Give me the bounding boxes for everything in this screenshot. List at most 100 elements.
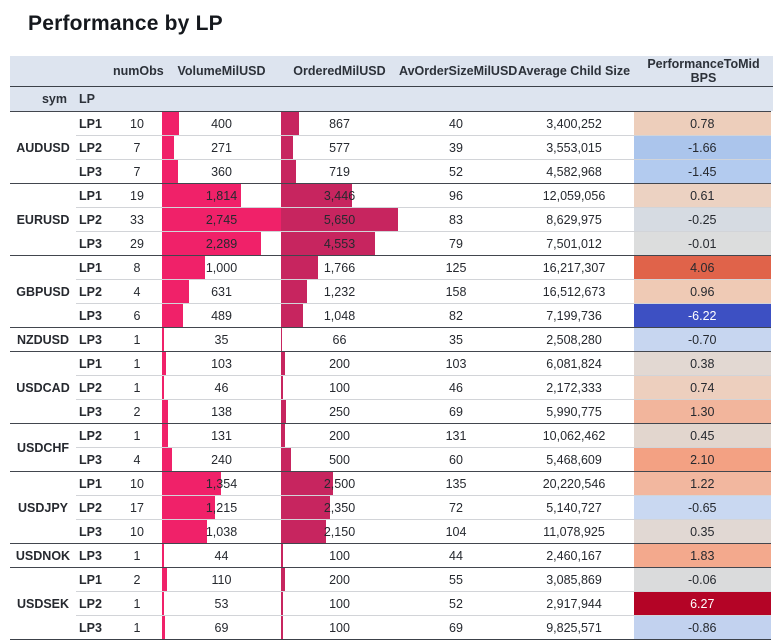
- ordered-bar: [281, 184, 353, 207]
- ordered-bar: [281, 136, 293, 159]
- cell-value: 4,553: [323, 236, 356, 251]
- cell-value: 110: [211, 572, 232, 587]
- avordersize-cell: 35: [449, 332, 463, 347]
- ordered-cell: 100: [281, 376, 398, 400]
- lp-cell: LP2: [79, 140, 102, 155]
- cell-value: 46: [214, 380, 229, 395]
- avordersize-cell: 44: [449, 548, 463, 563]
- cell-value: 100: [329, 380, 350, 395]
- ordered-bar: [281, 400, 287, 423]
- cell-value: 131: [211, 428, 232, 443]
- numobs-cell: 1: [133, 332, 141, 347]
- numobs-cell: 2: [133, 404, 141, 419]
- cell-value: 200: [329, 572, 350, 587]
- lp-cell: LP3: [79, 620, 102, 635]
- ordered-cell: 66: [281, 328, 398, 352]
- column-header-childsize: Average Child Size: [514, 56, 634, 87]
- cell-value: 69: [214, 620, 229, 635]
- performance-cell: 1.83: [634, 543, 775, 568]
- avgchildsize-cell: 9,825,571: [546, 620, 602, 635]
- cell-value: 1,354: [205, 476, 238, 491]
- performance-cell: -0.01: [634, 231, 775, 256]
- cell-value: 250: [329, 404, 350, 419]
- numobs-cell: 8: [133, 260, 141, 275]
- cell-value: 631: [211, 284, 232, 299]
- cell-value: 35: [214, 332, 229, 347]
- ordered-bar: [281, 304, 303, 327]
- volume-bar: [162, 112, 180, 135]
- ordered-bar: [281, 448, 292, 471]
- avgchildsize-cell: 2,508,280: [546, 332, 602, 347]
- cell-value: 100: [329, 596, 350, 611]
- lp-cell: LP3: [79, 308, 102, 323]
- cell-value: 3,446: [323, 188, 356, 203]
- avgchildsize-cell: 8,629,975: [546, 212, 602, 227]
- performance-cell: 0.74: [634, 375, 775, 400]
- cell-value: 200: [329, 428, 350, 443]
- lp-cell: LP3: [79, 548, 102, 563]
- lp-cell: LP2: [79, 428, 102, 443]
- numobs-cell: 17: [130, 500, 144, 515]
- cell-value: 2,150: [323, 524, 356, 539]
- sym-cell: EURUSD: [16, 212, 70, 227]
- lp-cell: LP3: [79, 236, 102, 251]
- avordersize-cell: 131: [445, 428, 467, 443]
- performance-cell: -0.86: [634, 615, 775, 640]
- ordered-bar: [281, 496, 330, 519]
- ordered-cell: 200: [281, 568, 398, 592]
- column-header-avordersize: AvOrderSizeMilUSD: [398, 56, 517, 87]
- lp-cell: LP2: [79, 380, 102, 395]
- cell-value: 1,048: [323, 308, 356, 323]
- lp-cell: LP2: [79, 212, 102, 227]
- table-row: LP3 4 240 500 60 5,468,609 2.10: [10, 447, 775, 472]
- performance-cell: -0.65: [634, 495, 775, 520]
- volume-bar: [162, 328, 164, 351]
- sym-cell: AUDUSD: [16, 140, 70, 155]
- numobs-cell: 1: [133, 428, 141, 443]
- avordersize-cell: 96: [449, 188, 463, 203]
- volume-bar: [162, 424, 168, 447]
- ordered-cell: 5,650: [281, 208, 398, 232]
- ordered-cell: 577: [281, 136, 398, 160]
- avordersize-cell: 158: [445, 284, 467, 299]
- lp-cell: LP1: [79, 476, 102, 491]
- performance-cell: 4.06: [634, 255, 775, 280]
- table-row: NZDUSD LP3 1 35 66 35 2,508,280 -0.70: [10, 327, 775, 352]
- avgchildsize-cell: 5,990,775: [546, 404, 602, 419]
- ordered-bar: [281, 592, 284, 615]
- sym-cell: USDNOK: [15, 548, 71, 563]
- ordered-bar: [281, 208, 398, 231]
- ordered-bar: [281, 328, 283, 351]
- volume-cell: 1,000: [162, 256, 281, 280]
- header-spacer: [112, 86, 773, 112]
- volume-bar: [162, 304, 184, 327]
- ordered-cell: 2,150: [281, 520, 398, 544]
- ordered-cell: 1,232: [281, 280, 398, 304]
- avordersize-cell: 72: [449, 500, 463, 515]
- numobs-cell: 33: [130, 212, 144, 227]
- table-row: USDCAD LP1 1 103 200 103 6,081,824 0.38: [10, 351, 775, 395]
- volume-cell: 489: [162, 304, 281, 328]
- column-header-lp: LP: [76, 86, 112, 112]
- volume-bar: [162, 256, 206, 279]
- avordersize-cell: 69: [449, 620, 463, 635]
- cell-value: 577: [329, 140, 350, 155]
- avgchildsize-cell: 2,460,167: [546, 548, 602, 563]
- lp-cell: LP1: [79, 260, 102, 275]
- volume-cell: 44: [162, 544, 281, 568]
- avgchildsize-cell: 6,081,824: [546, 356, 602, 371]
- ordered-bar: [281, 112, 299, 135]
- numobs-cell: 1: [133, 620, 141, 635]
- cell-value: 400: [211, 116, 232, 131]
- volume-bar: [162, 568, 167, 591]
- table-body: AUDUSD LP1 10 400 867 40 3,400,252 0.78 LP2 7 271 5…: [10, 111, 775, 640]
- sym-cell: USDSEK: [16, 596, 70, 611]
- ordered-cell: 719: [281, 160, 398, 184]
- performance-cell: 2.10: [634, 447, 775, 472]
- numobs-cell: 19: [130, 188, 144, 203]
- numobs-cell: 10: [130, 524, 144, 539]
- avordersize-cell: 46: [449, 380, 463, 395]
- performance-cell: 1.22: [634, 471, 775, 496]
- cell-value: 1,814: [205, 188, 238, 203]
- avgchildsize-cell: 7,501,012: [546, 236, 602, 251]
